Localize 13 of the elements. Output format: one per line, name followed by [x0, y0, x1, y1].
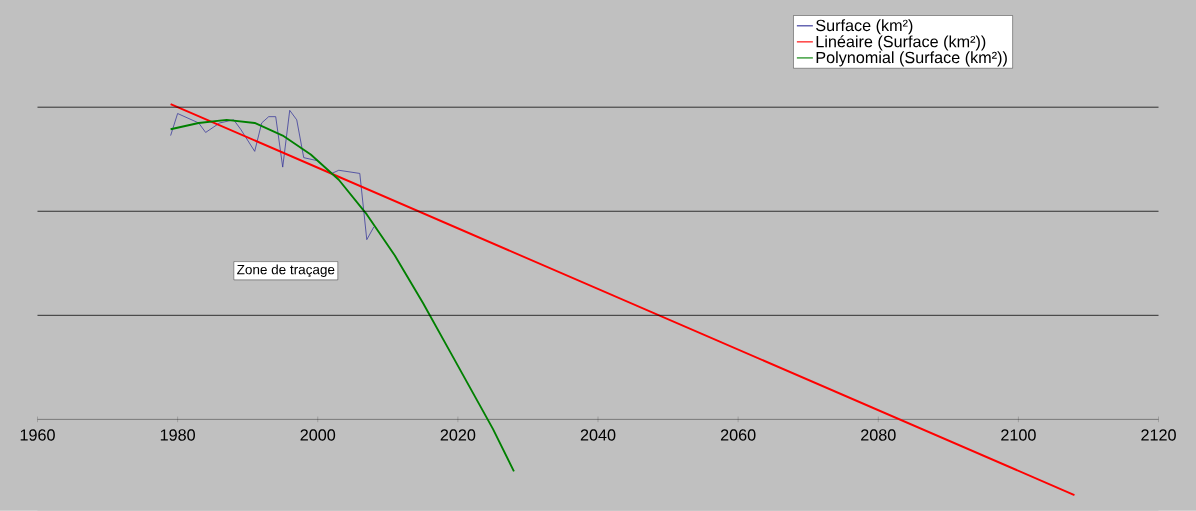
x-tick-label: 1980 — [160, 429, 195, 441]
legend-label: Polynomial (Surface (km²)) — [816, 51, 1007, 67]
annotation: Zone de traçage — [237, 264, 335, 278]
x-tick-label: 2020 — [440, 429, 476, 441]
legend-label: Linéaire (Surface (km²)) — [816, 35, 986, 51]
x-tick-label: 2040 — [580, 429, 616, 441]
x-tick-label: 2000 — [300, 429, 336, 441]
x-tick-label: 1960 — [20, 429, 55, 441]
x-tick-label: 2080 — [861, 429, 896, 441]
legend-label: Surface (km²) — [816, 19, 913, 35]
x-tick-label: 2120 — [1141, 429, 1176, 441]
x-tick-label: 2100 — [1001, 429, 1036, 441]
x-tick-label: 2060 — [720, 429, 756, 441]
